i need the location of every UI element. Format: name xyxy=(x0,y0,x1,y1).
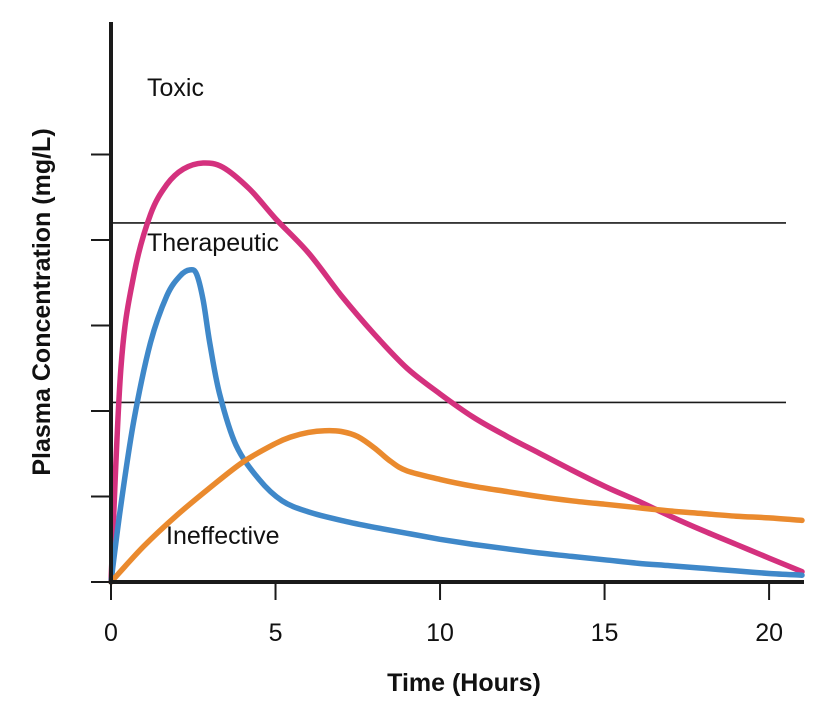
ticks: 0 5 10 15 20 xyxy=(91,153,783,647)
axes xyxy=(109,22,804,584)
x-tick-label-1: 5 xyxy=(269,619,283,647)
y-axis-title: Plasma Concentration (mg/L) xyxy=(28,128,56,475)
x-tick-label-2: 10 xyxy=(426,619,454,647)
therapeutic-region-label: Therapeutic xyxy=(147,229,279,257)
x-axis-title: Time (Hours) xyxy=(387,669,541,697)
ineffective-curve xyxy=(108,427,805,585)
x-tick-label-0: 0 xyxy=(104,619,118,647)
x-tick-label-4: 20 xyxy=(755,619,783,647)
therapeutic-curve xyxy=(108,266,805,585)
series-layer xyxy=(108,160,805,585)
ineffective-region-label: Ineffective xyxy=(166,522,280,550)
toxic-region-label: Toxic xyxy=(147,74,204,102)
x-tick-label-3: 15 xyxy=(591,619,619,647)
